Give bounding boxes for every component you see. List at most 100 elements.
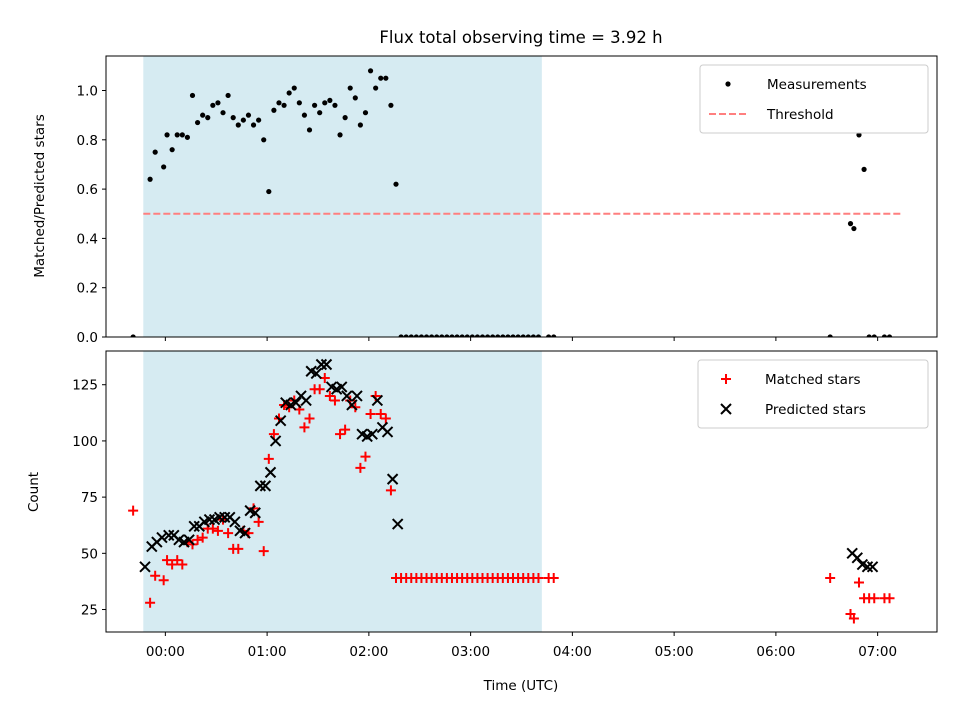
legend-label: Threshold [766,107,834,123]
measurements-point [367,68,374,74]
measurements-point [510,334,516,337]
matched-stars-point [335,429,346,440]
y-tick-label: 25 [81,603,98,619]
matched-stars-point [533,573,544,584]
measurements-point [164,132,170,138]
legend-label: Matched stars [765,372,861,388]
measurements-point [535,334,542,337]
measurements-point [250,122,257,128]
matched-stars-point [253,516,264,527]
y-tick-label: 0.0 [77,330,98,346]
predicted-stars-point [300,394,312,407]
matched-stars-point [324,390,335,401]
matched-stars-point [233,543,244,554]
predicted-stars-point [366,428,378,440]
measurements-point [444,334,450,337]
measurements-point [261,137,267,143]
measurements-point [546,334,552,337]
predicted-stars-point [259,480,272,492]
measurements-point [495,334,501,337]
measurements-point [220,110,226,116]
matched-stars-point [869,593,880,604]
measurements-point [484,334,491,337]
matched-stars-point [853,577,864,588]
measurements-point [459,334,465,337]
measurements-point [189,92,196,99]
measurements-point [515,334,521,337]
predicted-stars-point [264,466,277,479]
matched-stars-point [380,413,391,424]
legend-handle [725,81,731,87]
measurements-point [194,119,201,126]
measurements-point [500,334,506,337]
measurements-point [337,132,343,138]
y-tick-label: 125 [72,378,98,394]
predicted-stars-point [239,527,251,539]
predicted-stars-point [386,473,399,485]
x-tick-label: 04:00 [553,644,592,660]
predicted-stars-point [249,507,261,519]
measurements-point [362,110,369,116]
legend-box [699,64,929,134]
measurements-point [245,112,252,118]
predicted-stars-point [213,511,226,524]
measurements-point [393,181,399,187]
matched-stars-point [158,575,169,586]
matched-stars-point [825,573,836,584]
measurements-point [851,225,857,232]
measurements-point [271,107,277,113]
measurements-point [130,334,136,337]
measurements-point [408,334,414,337]
measurements-point [291,85,297,91]
chart-title: Flux total observing time = 3.92 h [379,28,662,47]
y-tick-label: 0.4 [77,231,98,247]
measurements-point [886,334,893,337]
measurements-point [205,115,211,121]
predicted-stars-point [341,390,353,402]
measurements-point [449,334,455,337]
predicted-stars-point [274,414,287,427]
matched-stars-point [223,528,234,539]
measurements-point [311,102,318,108]
measurements-point [317,110,323,116]
bottom-y-axis-label: Count [26,472,42,512]
measurements-point [469,334,475,337]
top-panel: 0.0 0.2 0.4 0.6 0.8 1.0 Measurements Threshold [77,55,938,346]
y-tick-label: 50 [81,546,98,562]
measurements-point [454,334,460,337]
matched-stars-point [355,462,366,473]
matched-stars-point [360,451,371,462]
predicted-stars-point [391,518,404,530]
measurements-point [439,334,445,337]
matched-stars-point [314,384,325,395]
predicted-stars-point [188,520,200,533]
measurements-point [403,334,409,337]
measurements-point [200,112,206,118]
measurements-point [352,95,358,101]
measurements-point [179,132,185,138]
measurements-point [378,75,384,81]
measurements-point [235,122,241,128]
measurements-point [240,117,246,123]
matched-stars-point [263,453,274,464]
predicted-stars-point [866,561,879,573]
measurements-point [161,164,167,170]
measurements-point [520,334,526,337]
measurements-point [256,117,262,123]
measurements-point [464,334,470,337]
measurements-point [847,221,854,227]
predicted-stars-point [254,480,267,492]
y-tick-label: 1.0 [77,84,98,100]
predicted-stars-point [229,516,241,528]
legend-handle [721,374,731,384]
bottom-panel: 25 50 75 100 125 00:00 01:00 02:00 03:00 04:00 05:… [72,350,938,660]
top-y-axis-label: Matched/Predicted stars [32,114,48,277]
measurements-point [327,97,333,103]
measurements-point [276,100,282,106]
measurements-point [881,334,888,337]
measurements-point [827,334,833,337]
matched-stars-point [128,505,139,516]
measurements-point [373,85,379,91]
matched-stars-point [258,546,269,557]
